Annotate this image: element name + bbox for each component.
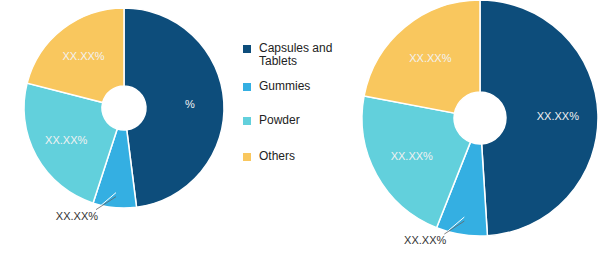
slice: Capsules and Tablets xyxy=(124,8,224,207)
data-label: XX.XX% xyxy=(404,234,446,246)
legend-item: Gummies xyxy=(243,80,353,93)
slice: Capsules and Tablets xyxy=(480,0,598,236)
labels-0: % XX.XX% XX.XX% XX.XX% xyxy=(45,50,195,222)
slice: Others xyxy=(27,8,124,103)
legend-item: Capsules and Tablets xyxy=(243,42,353,68)
data-label: XX.XX% xyxy=(409,52,451,64)
data-label: % xyxy=(185,98,195,110)
data-label: XX.XX% xyxy=(537,110,579,122)
labels-1: XX.XX% XX.XX% XX.XX% XX.XX% xyxy=(391,52,579,246)
leader-line xyxy=(444,217,464,234)
leader-line xyxy=(444,221,464,234)
legend-swatch xyxy=(243,117,251,125)
donut-0: Capsules and TabletsGummiesPowderOthers xyxy=(24,8,224,208)
data-label: XX.XX% xyxy=(56,210,98,222)
legend-swatch xyxy=(243,45,251,53)
legend-swatch xyxy=(243,83,251,91)
chart-canvas: Capsules and TabletsGummiesPowderOthers%… xyxy=(0,0,600,261)
slice: Others xyxy=(364,0,480,113)
legend-item: Powder xyxy=(243,114,353,127)
legend: Capsules and Tablets Gummies Powder Others xyxy=(243,42,353,163)
data-label: XX.XX% xyxy=(45,134,87,146)
legend-label: Others xyxy=(259,149,295,163)
legend-label: Powder xyxy=(259,113,300,127)
leader-line xyxy=(96,197,116,210)
legend-swatch xyxy=(243,153,251,161)
data-label: XX.XX% xyxy=(62,50,104,62)
slice: Powder xyxy=(362,96,470,228)
leader-line xyxy=(96,193,116,210)
legend-label: Capsules and Tablets xyxy=(259,41,332,68)
data-label: XX.XX% xyxy=(391,150,433,162)
page: {"chart_data": [ {"type": "pie", "catego… xyxy=(0,0,600,261)
donut-1: Capsules and TabletsGummiesPowderOthers xyxy=(362,0,598,236)
legend-item: Others xyxy=(243,150,353,163)
legend-label: Gummies xyxy=(259,79,310,93)
